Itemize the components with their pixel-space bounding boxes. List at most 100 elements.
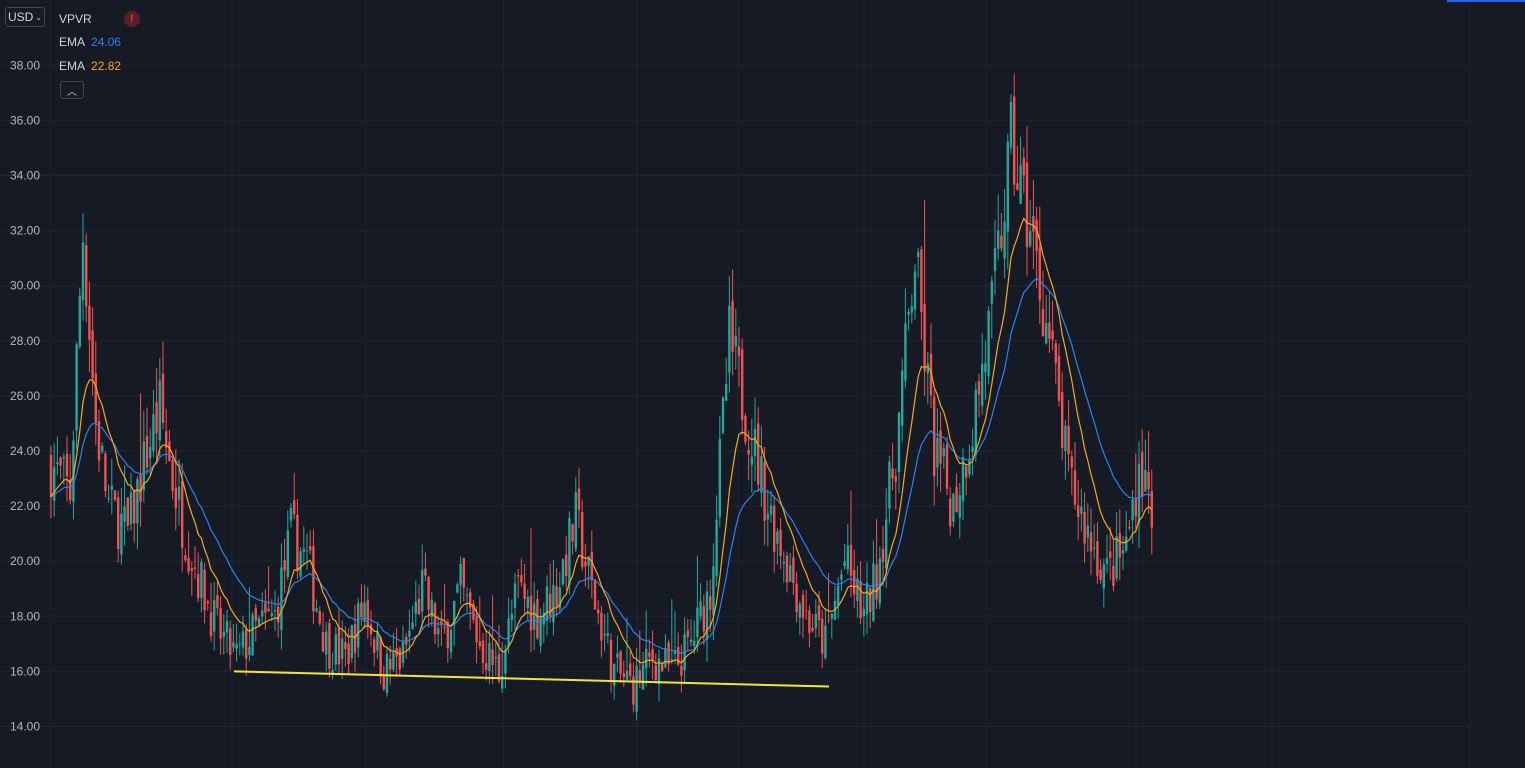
candles bbox=[49, 73, 1153, 721]
candle-body bbox=[53, 467, 56, 501]
candle-body bbox=[760, 456, 763, 493]
warning-icon[interactable]: ! bbox=[123, 11, 140, 27]
candle bbox=[561, 558, 565, 587]
candle bbox=[171, 453, 174, 500]
candle-body bbox=[1038, 247, 1041, 301]
candle bbox=[123, 465, 126, 546]
candle-body bbox=[350, 625, 353, 659]
candle-body bbox=[168, 441, 171, 461]
candle bbox=[1064, 419, 1067, 480]
candle bbox=[776, 527, 779, 565]
candle bbox=[56, 436, 59, 475]
candle bbox=[683, 617, 686, 685]
candle-body bbox=[174, 487, 177, 509]
candle-body bbox=[776, 531, 779, 544]
candle-body bbox=[94, 373, 97, 424]
legend-ema-slow[interactable]: EMA 22.82 bbox=[59, 59, 121, 73]
candle bbox=[961, 448, 965, 520]
candle-body bbox=[485, 663, 488, 670]
candle-body bbox=[1134, 498, 1137, 517]
candle bbox=[600, 605, 603, 658]
candle-body bbox=[507, 618, 510, 648]
candle bbox=[443, 583, 446, 634]
candle bbox=[177, 459, 181, 526]
candle-body bbox=[869, 588, 872, 613]
candle-body bbox=[504, 650, 507, 674]
candle-body bbox=[449, 629, 453, 653]
candle bbox=[590, 530, 593, 599]
candle bbox=[1080, 488, 1083, 532]
legend-ema-fast[interactable]: EMA 24.06 bbox=[59, 35, 121, 49]
candle bbox=[760, 425, 763, 507]
candle bbox=[785, 551, 789, 593]
candle-body bbox=[481, 640, 485, 663]
candle bbox=[526, 589, 529, 621]
candle bbox=[1109, 526, 1112, 580]
candle-body bbox=[177, 486, 181, 500]
candle bbox=[808, 605, 811, 648]
ema-fast-line bbox=[50, 278, 1153, 655]
candle bbox=[251, 611, 254, 656]
candle-body bbox=[971, 446, 974, 453]
candle bbox=[65, 435, 69, 502]
support-trendline[interactable] bbox=[233, 670, 830, 688]
candle-body bbox=[513, 583, 517, 608]
candle bbox=[609, 633, 613, 693]
candle bbox=[449, 626, 453, 660]
candle-body bbox=[347, 643, 350, 664]
candle bbox=[942, 442, 945, 469]
candle-body bbox=[1022, 157, 1025, 176]
candle bbox=[152, 390, 155, 458]
candle bbox=[923, 200, 926, 396]
candle bbox=[1118, 509, 1121, 581]
candle-body bbox=[181, 481, 184, 548]
candle bbox=[257, 615, 261, 627]
trendline-layer[interactable] bbox=[233, 670, 830, 688]
candle bbox=[267, 566, 270, 613]
candle bbox=[161, 341, 165, 429]
candle bbox=[97, 409, 101, 473]
candle-body bbox=[1109, 551, 1112, 558]
candle bbox=[881, 526, 885, 587]
candle-body bbox=[961, 456, 965, 501]
candle bbox=[325, 622, 328, 672]
candle-body bbox=[59, 457, 62, 466]
candle bbox=[190, 561, 193, 596]
candle bbox=[1038, 206, 1041, 324]
candle-body bbox=[837, 585, 840, 606]
currency-selector[interactable]: USD ⌄ bbox=[5, 7, 45, 27]
candle-body bbox=[1086, 525, 1089, 538]
candle bbox=[1000, 212, 1003, 252]
candle bbox=[616, 635, 619, 673]
candle bbox=[571, 523, 574, 555]
candle bbox=[347, 628, 350, 674]
candle bbox=[664, 633, 667, 669]
candle bbox=[264, 589, 267, 630]
candle-body bbox=[629, 663, 632, 676]
candle-body bbox=[280, 567, 283, 630]
candle-body bbox=[942, 448, 945, 457]
candle bbox=[917, 247, 920, 278]
candle-body bbox=[958, 495, 961, 518]
candle-body bbox=[977, 381, 981, 395]
candle bbox=[193, 546, 197, 580]
candle-body bbox=[952, 494, 955, 522]
collapse-legend-button[interactable]: ︿ bbox=[60, 81, 84, 99]
candle bbox=[1105, 534, 1109, 573]
candle bbox=[565, 535, 568, 591]
candle-body bbox=[302, 548, 305, 552]
candle bbox=[453, 600, 456, 647]
candle-body bbox=[165, 431, 168, 448]
candle bbox=[117, 490, 120, 563]
candle-body bbox=[734, 335, 737, 347]
candle-body bbox=[968, 458, 971, 475]
candle bbox=[517, 568, 520, 599]
candle-body bbox=[593, 579, 597, 610]
candle-body bbox=[117, 497, 120, 550]
legend-vpvr[interactable]: VPVR ! bbox=[59, 11, 140, 27]
candle bbox=[213, 581, 216, 651]
candle bbox=[187, 531, 190, 575]
candle-body bbox=[187, 558, 190, 572]
candle-body bbox=[1112, 565, 1115, 586]
